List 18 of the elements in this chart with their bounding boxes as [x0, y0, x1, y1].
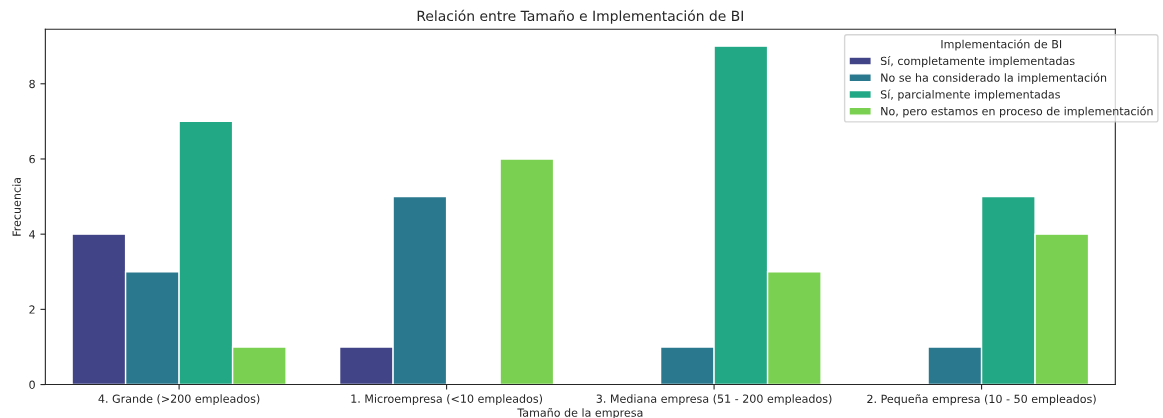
- y-tick-label: 0: [29, 380, 35, 389]
- legend-label: Sí, parcialmente implementadas: [880, 89, 1060, 101]
- y-axis-title: Frecuencia: [12, 178, 21, 236]
- y-tick-label: 6: [29, 154, 35, 164]
- y-tick-label: 8: [29, 79, 35, 89]
- legend-label: No, pero estamos en proceso de implementación: [881, 106, 1153, 118]
- chart-title: Relación entre Tamaño e Implementación de BI: [417, 9, 743, 24]
- legend-label: No se ha considerado la implementación: [881, 72, 1107, 84]
- y-tick-label: 4: [29, 230, 36, 239]
- bar: [499, 158, 555, 385]
- legend-title: Implementación de BI: [941, 39, 1062, 51]
- x-axis-title: Tamaño de la empresa: [517, 408, 643, 418]
- x-tick-label: 4. Grande (>200 empleados): [98, 394, 260, 406]
- x-tick-label: 1. Microempresa (<10 empleados): [351, 394, 543, 406]
- x-tick-label: 2. Pequeña empresa (10 - 50 empleados): [867, 394, 1096, 406]
- y-tick-label: 2: [29, 305, 35, 314]
- legend-label: Sí, completamente implementadas: [880, 56, 1075, 68]
- x-tick-label: 3. Mediana empresa (51 - 200 empleados): [596, 394, 832, 406]
